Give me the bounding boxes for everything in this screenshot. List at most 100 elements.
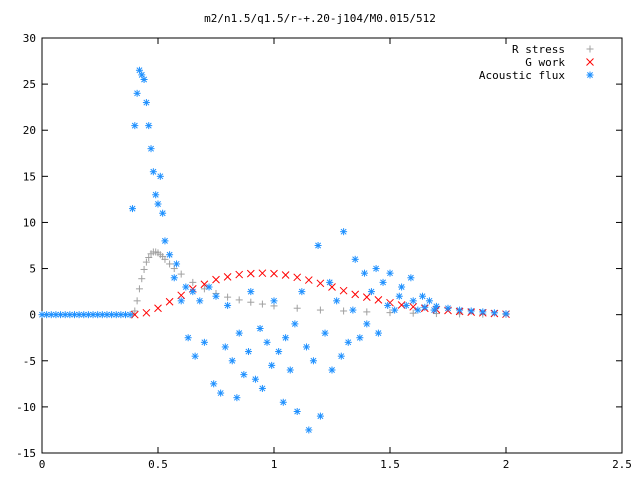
data-point bbox=[177, 291, 186, 300]
data-point bbox=[479, 308, 487, 316]
legend-entry: Acoustic flux bbox=[479, 69, 594, 82]
legend-entry: R stress bbox=[512, 43, 594, 56]
data-point bbox=[189, 278, 197, 286]
data-point bbox=[147, 145, 155, 153]
chart-title: m2/n1.5/q1.5/r-+.20-j104/M0.015/512 bbox=[204, 12, 436, 25]
data-point bbox=[268, 361, 276, 369]
data-point bbox=[98, 311, 106, 319]
data-point bbox=[316, 306, 324, 314]
data-point bbox=[228, 357, 236, 365]
x-tick-label: 1 bbox=[271, 458, 278, 471]
data-point bbox=[235, 296, 243, 304]
y-tick-label: 0 bbox=[29, 309, 36, 322]
data-point bbox=[356, 334, 364, 342]
data-point bbox=[309, 357, 317, 365]
legend-marker bbox=[586, 45, 594, 53]
data-point bbox=[502, 310, 510, 318]
data-point bbox=[409, 302, 418, 311]
y-tick-label: -10 bbox=[16, 401, 36, 414]
data-point bbox=[165, 297, 174, 306]
data-point bbox=[467, 307, 475, 315]
data-point bbox=[142, 99, 150, 107]
data-point bbox=[131, 122, 139, 130]
data-point bbox=[362, 293, 371, 301]
data-point bbox=[258, 269, 267, 278]
data-point bbox=[159, 209, 167, 217]
data-point bbox=[247, 298, 255, 306]
data-point bbox=[418, 292, 426, 300]
data-point bbox=[339, 286, 348, 295]
data-point bbox=[224, 301, 232, 309]
x-tick: 0.5 bbox=[148, 38, 168, 471]
data-point bbox=[196, 297, 204, 305]
data-point bbox=[75, 311, 83, 319]
data-point bbox=[247, 288, 255, 296]
y-tick: 5 bbox=[29, 263, 622, 276]
x-tick: 2 bbox=[503, 38, 510, 471]
data-point bbox=[398, 283, 406, 291]
data-point bbox=[326, 278, 334, 286]
data-point bbox=[217, 389, 225, 397]
data-point bbox=[166, 260, 174, 268]
x-tick-label: 0.5 bbox=[148, 458, 168, 471]
data-point bbox=[321, 329, 329, 337]
data-point bbox=[140, 76, 148, 83]
data-point bbox=[304, 276, 313, 284]
data-point bbox=[282, 334, 290, 342]
data-point bbox=[363, 320, 371, 328]
data-point bbox=[432, 302, 440, 310]
data-point bbox=[407, 274, 415, 282]
data-point bbox=[128, 205, 136, 213]
data-point bbox=[122, 311, 130, 319]
data-point bbox=[140, 265, 148, 273]
data-point bbox=[340, 307, 348, 315]
data-point bbox=[402, 301, 410, 309]
series-3 bbox=[128, 66, 510, 434]
data-point bbox=[133, 89, 141, 97]
y-tick-label: 10 bbox=[23, 216, 36, 229]
data-point bbox=[235, 270, 244, 279]
x-tick: 2.5 bbox=[612, 38, 632, 471]
data-point bbox=[154, 200, 162, 208]
data-point bbox=[256, 325, 264, 332]
y-tick-label: 5 bbox=[29, 263, 36, 276]
data-point bbox=[224, 293, 232, 301]
y-tick: 25 bbox=[23, 78, 622, 91]
x-tick-label: 0 bbox=[39, 458, 46, 471]
x-tick: 0 bbox=[39, 38, 46, 471]
x-tick: 1 bbox=[271, 38, 278, 471]
data-point bbox=[173, 260, 181, 268]
data-point bbox=[191, 352, 199, 360]
y-tick: -10 bbox=[16, 401, 622, 414]
data-point bbox=[363, 308, 371, 316]
data-point bbox=[293, 408, 301, 415]
data-point bbox=[184, 334, 192, 342]
legend-label: Acoustic flux bbox=[479, 69, 565, 82]
data-point bbox=[333, 297, 341, 305]
data-point bbox=[430, 306, 438, 314]
data-point bbox=[70, 311, 78, 319]
data-point bbox=[142, 308, 151, 317]
data-point bbox=[138, 275, 146, 283]
y-tick: 20 bbox=[23, 124, 622, 137]
data-point bbox=[279, 398, 287, 406]
x-tick-label: 2 bbox=[503, 458, 510, 471]
data-point bbox=[421, 303, 429, 311]
data-point bbox=[251, 375, 259, 383]
data-point bbox=[166, 251, 174, 259]
y-tick: 10 bbox=[23, 216, 622, 229]
data-point bbox=[351, 255, 359, 263]
data-point bbox=[386, 269, 394, 277]
data-point bbox=[275, 348, 283, 356]
data-point bbox=[235, 329, 243, 337]
data-point bbox=[145, 253, 153, 261]
data-point bbox=[432, 310, 440, 318]
data-point bbox=[177, 270, 185, 278]
data-point bbox=[240, 371, 248, 379]
data-point bbox=[316, 279, 325, 288]
data-point bbox=[340, 228, 348, 236]
y-tick: 15 bbox=[23, 170, 622, 183]
data-point bbox=[263, 338, 271, 346]
data-point bbox=[135, 285, 143, 293]
